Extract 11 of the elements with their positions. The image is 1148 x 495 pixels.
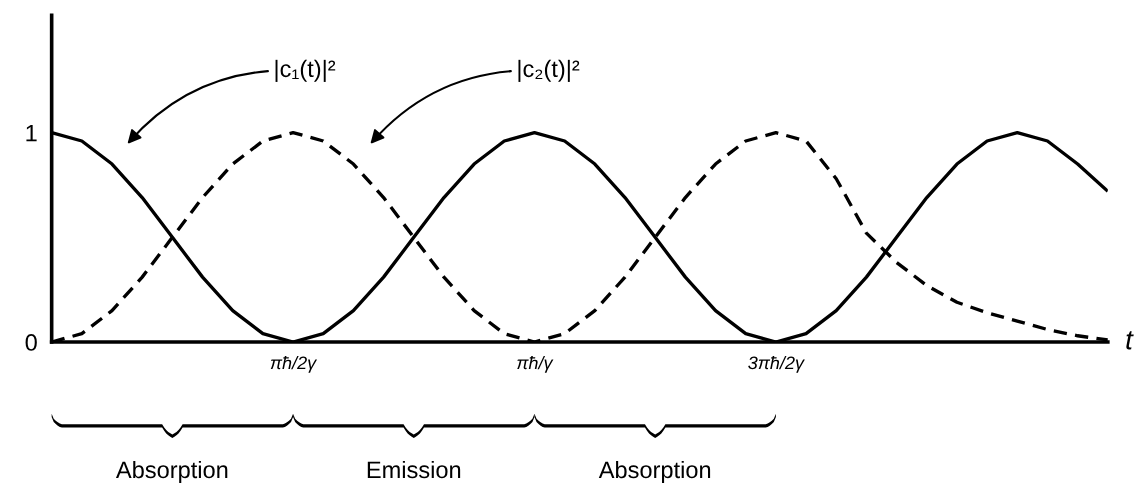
x-tick-label: 3πħ/2γ [748,355,805,373]
text: Absorption [598,460,711,483]
y-tick-label: 1 [26,124,37,142]
x-tick-label: πħ/2γ [270,355,318,373]
x-tick-label: πħ/γ [517,355,554,373]
annotation: |c₁(t)|² [275,59,336,82]
y-tick-label: 0 [25,334,37,351]
text: Emission [367,460,461,479]
text: Absorption [115,460,228,483]
annotation: |c₂(t)|² [518,59,580,82]
x-axis-title: t [1126,331,1134,350]
